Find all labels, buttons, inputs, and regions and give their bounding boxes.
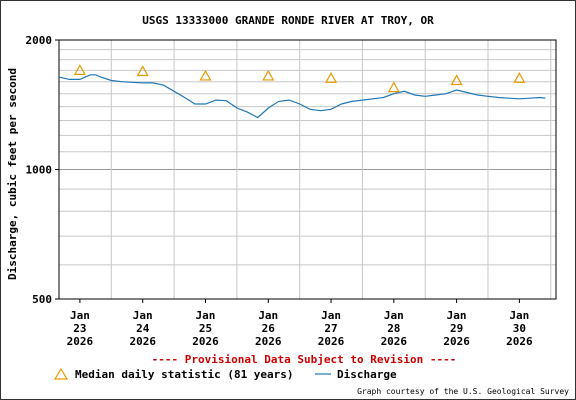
y-tick-label: 500 [32, 293, 52, 306]
chart-title: USGS 13333000 GRANDE RONDE RIVER AT TROY… [142, 14, 434, 27]
x-tick-year: 2026 [318, 335, 345, 348]
x-tick-year: 2026 [67, 335, 94, 348]
y-tick-label: 1000 [26, 164, 53, 177]
legend-discharge-label: Discharge [337, 368, 397, 381]
x-tick-day: 24 [136, 322, 150, 335]
x-tick-day: 29 [450, 322, 463, 335]
median-triangle-marker [73, 64, 86, 75]
x-tick-month: Jan [196, 309, 216, 322]
y-axis-label: Discharge, cubic feet per second [6, 68, 19, 280]
x-tick-month: Jan [384, 309, 404, 322]
legend-median-triangle-icon [53, 367, 69, 380]
x-tick-month: Jan [509, 309, 529, 322]
x-tick-day: 27 [324, 322, 337, 335]
x-tick-month: Jan [70, 309, 90, 322]
x-tick-year: 2026 [381, 335, 408, 348]
tick-labels: 50010002000Jan232026Jan242026Jan252026Ja… [26, 34, 533, 348]
x-tick-month: Jan [133, 309, 153, 322]
median-triangle-marker [136, 65, 149, 77]
x-tick-month: Jan [447, 309, 467, 322]
x-tick-day: 28 [387, 322, 400, 335]
median-triangle-marker [513, 71, 526, 83]
x-tick-year: 2026 [129, 335, 156, 348]
x-tick-day: 23 [73, 322, 86, 335]
x-tick-day: 25 [199, 322, 212, 335]
median-triangle-marker [199, 69, 212, 81]
x-tick-day: 26 [262, 322, 276, 335]
median-triangle-marker [387, 81, 400, 93]
median-triangle-marker [325, 71, 338, 83]
provisional-notice: ---- Provisional Data Subject to Revisio… [152, 353, 457, 366]
x-tick-year: 2026 [506, 335, 533, 348]
x-tick-year: 2026 [192, 335, 219, 348]
median-triangle-marker [450, 74, 463, 86]
median-markers [73, 64, 526, 93]
series [58, 74, 546, 119]
median-triangle-marker [262, 69, 275, 81]
grid-lines [59, 40, 556, 299]
legend-median-label: Median daily statistic (81 years) [75, 368, 294, 381]
x-tick-month: Jan [258, 309, 278, 322]
x-tick-month: Jan [321, 309, 341, 322]
legend: Median daily statistic (81 years) Discha… [53, 367, 397, 381]
x-tick-year: 2026 [255, 335, 282, 348]
credit-text: Graph courtesy of the U.S. Geological Su… [357, 387, 569, 396]
discharge-line [58, 74, 546, 119]
x-tick-year: 2026 [443, 335, 470, 348]
x-tick-day: 30 [513, 322, 526, 335]
y-tick-label: 2000 [26, 34, 53, 47]
